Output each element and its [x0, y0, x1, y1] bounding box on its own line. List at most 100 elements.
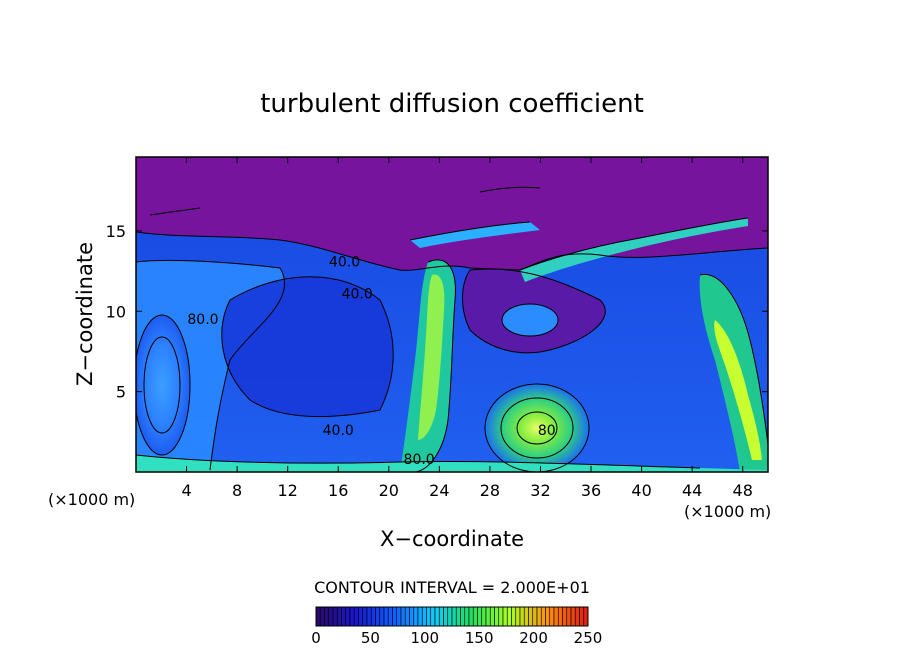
- colorbar-swatch: [494, 606, 500, 627]
- colorbar-swatch: [455, 606, 461, 627]
- colorbar-swatch: [566, 606, 572, 627]
- colorbar-swatch: [341, 606, 347, 627]
- colorbar-swatch: [370, 606, 376, 627]
- colorbar-swatch: [315, 606, 321, 627]
- colorbar-swatch: [562, 606, 568, 627]
- colorbar-swatch: [336, 606, 342, 627]
- colorbar-swatch: [515, 606, 521, 627]
- colorbar-swatch: [579, 606, 585, 627]
- colorbar-swatch: [519, 606, 525, 627]
- x-tick-label: 28: [480, 481, 500, 500]
- x-unit-right: (×1000 m): [684, 502, 771, 521]
- colorbar-swatch: [430, 606, 436, 627]
- colorbar-swatch: [387, 606, 393, 627]
- colorbar-swatch: [511, 606, 517, 627]
- colorbar-swatch: [498, 606, 504, 627]
- colorbar-swatch: [545, 606, 551, 627]
- colorbar-swatch: [383, 606, 389, 627]
- x-axis-label: X−coordinate: [380, 527, 524, 551]
- colorbar-swatch: [379, 606, 385, 627]
- right-edge-plume-core: [714, 320, 762, 460]
- colorbar-swatch: [447, 606, 453, 627]
- colorbar-tick-label: 50: [361, 629, 380, 647]
- colorbar-tick-label: 100: [410, 629, 439, 647]
- colorbar-swatch: [574, 606, 580, 627]
- colorbar-tick-label: 150: [465, 629, 494, 647]
- contour-labels: 40.0 40.0 40.0 80.0 80.0 80: [187, 254, 555, 468]
- colorbar-swatch: [549, 606, 555, 627]
- centre-core: [221, 276, 394, 417]
- colorbar-swatch: [332, 606, 338, 627]
- contour-interval: CONTOUR INTERVAL = 2.000E+01: [314, 578, 590, 597]
- x-tick-label: 36: [581, 481, 601, 500]
- colorbar-swatch: [434, 606, 440, 627]
- right-eddy: [485, 384, 589, 472]
- colorbar-swatch: [489, 606, 495, 627]
- colorbar-swatch: [583, 606, 589, 627]
- colorbar-swatch: [375, 606, 381, 627]
- colorbar-tick-label: 250: [574, 629, 603, 647]
- y-tick-label: 15: [106, 222, 126, 241]
- colorbar-tick-label: 0: [311, 629, 321, 647]
- colorbar-swatch: [464, 606, 470, 627]
- colorbar-swatch: [451, 606, 457, 627]
- contour-label: 80: [538, 423, 556, 439]
- x-tick-label: 32: [530, 481, 550, 500]
- x-axis: 4 8 12 16 20 24 28 32 36 40 44 48: [181, 157, 753, 500]
- colorbar-swatch: [540, 606, 546, 627]
- x-tick-label: 12: [278, 481, 298, 500]
- y-tick-label: 5: [116, 383, 126, 402]
- plot-area: 40.0 40.0 40.0 80.0 80.0 80: [136, 157, 768, 472]
- contour-label: 80.0: [404, 452, 435, 468]
- colorbar-swatch: [506, 606, 512, 627]
- colorbar-swatch: [438, 606, 444, 627]
- x-tick-label: 16: [328, 481, 348, 500]
- colorbar-swatch: [319, 606, 325, 627]
- colorbar-swatch: [358, 606, 364, 627]
- colorbar-swatch: [392, 606, 398, 627]
- colorbar-swatch: [523, 606, 529, 627]
- colorbar-swatch: [421, 606, 427, 627]
- colorbar-swatch: [570, 606, 576, 627]
- colorbar-swatch: [396, 606, 402, 627]
- colorbar-tick-label: 200: [519, 629, 548, 647]
- colorbar-swatch: [324, 606, 330, 627]
- bottom-band: [136, 455, 768, 472]
- colorbar-frame: [315, 606, 589, 627]
- x-unit-left: (×1000 m): [48, 490, 135, 509]
- plot-frame: [135, 156, 769, 473]
- colorbar-swatch: [409, 606, 415, 627]
- colorbar-swatch: [443, 606, 449, 627]
- colorbar-swatch: [349, 606, 355, 627]
- colorbar-swatch: [460, 606, 466, 627]
- colorbar-swatch: [362, 606, 368, 627]
- colorbar-swatch: [528, 606, 534, 627]
- colorbar-swatch: [485, 606, 491, 627]
- colorbar-swatch: [557, 606, 563, 627]
- colorbar-swatch: [366, 606, 372, 627]
- colorbar-swatch: [502, 606, 508, 627]
- contour-lines: [136, 186, 768, 472]
- x-tick-label: 48: [733, 481, 753, 500]
- colorbar-swatch: [413, 606, 419, 627]
- x-tick-label: 20: [379, 481, 399, 500]
- colorbar: 0 50 100 150 200 250: [311, 606, 603, 647]
- colorbar-swatch: [328, 606, 334, 627]
- colorbar-swatch: [472, 606, 478, 627]
- colorbar-swatch: [481, 606, 487, 627]
- colorbar-swatch: [477, 606, 483, 627]
- x-tick-label: 40: [631, 481, 651, 500]
- x-tick-label: 4: [181, 481, 191, 500]
- central-plume-core: [418, 274, 445, 440]
- colorbar-swatch: [417, 606, 423, 627]
- colorbar-swatch: [426, 606, 432, 627]
- x-tick-label: 44: [682, 481, 702, 500]
- y-axis: 5 10 15: [106, 222, 768, 402]
- colorbar-swatch: [468, 606, 474, 627]
- x-tick-label: 24: [429, 481, 449, 500]
- purple-eddy-inner: [502, 304, 558, 336]
- colorbar-swatch: [404, 606, 410, 627]
- colorbar-swatch: [353, 606, 359, 627]
- y-tick-label: 10: [106, 302, 126, 321]
